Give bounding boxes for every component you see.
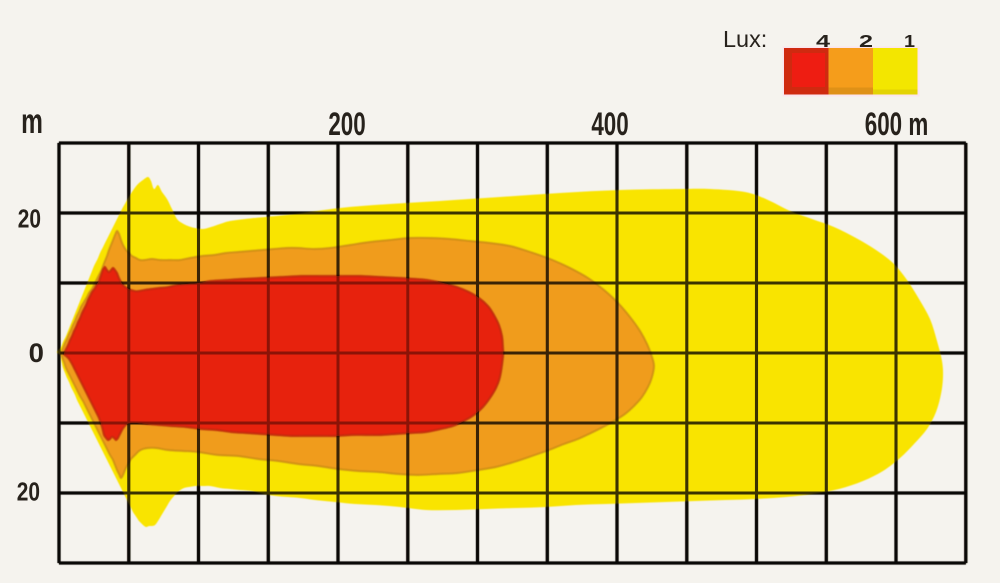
svg-text:1: 1 xyxy=(904,32,915,52)
svg-text:600 m: 600 m xyxy=(865,106,928,142)
svg-text:Lux:: Lux: xyxy=(723,26,767,52)
svg-text:400: 400 xyxy=(591,106,628,142)
svg-text:20: 20 xyxy=(17,478,40,506)
svg-text:200: 200 xyxy=(328,106,365,142)
svg-text:2: 2 xyxy=(859,31,873,52)
svg-text:4: 4 xyxy=(816,31,831,52)
svg-text:m: m xyxy=(21,103,43,141)
svg-text:20: 20 xyxy=(18,205,41,233)
svg-text:0: 0 xyxy=(29,337,44,368)
